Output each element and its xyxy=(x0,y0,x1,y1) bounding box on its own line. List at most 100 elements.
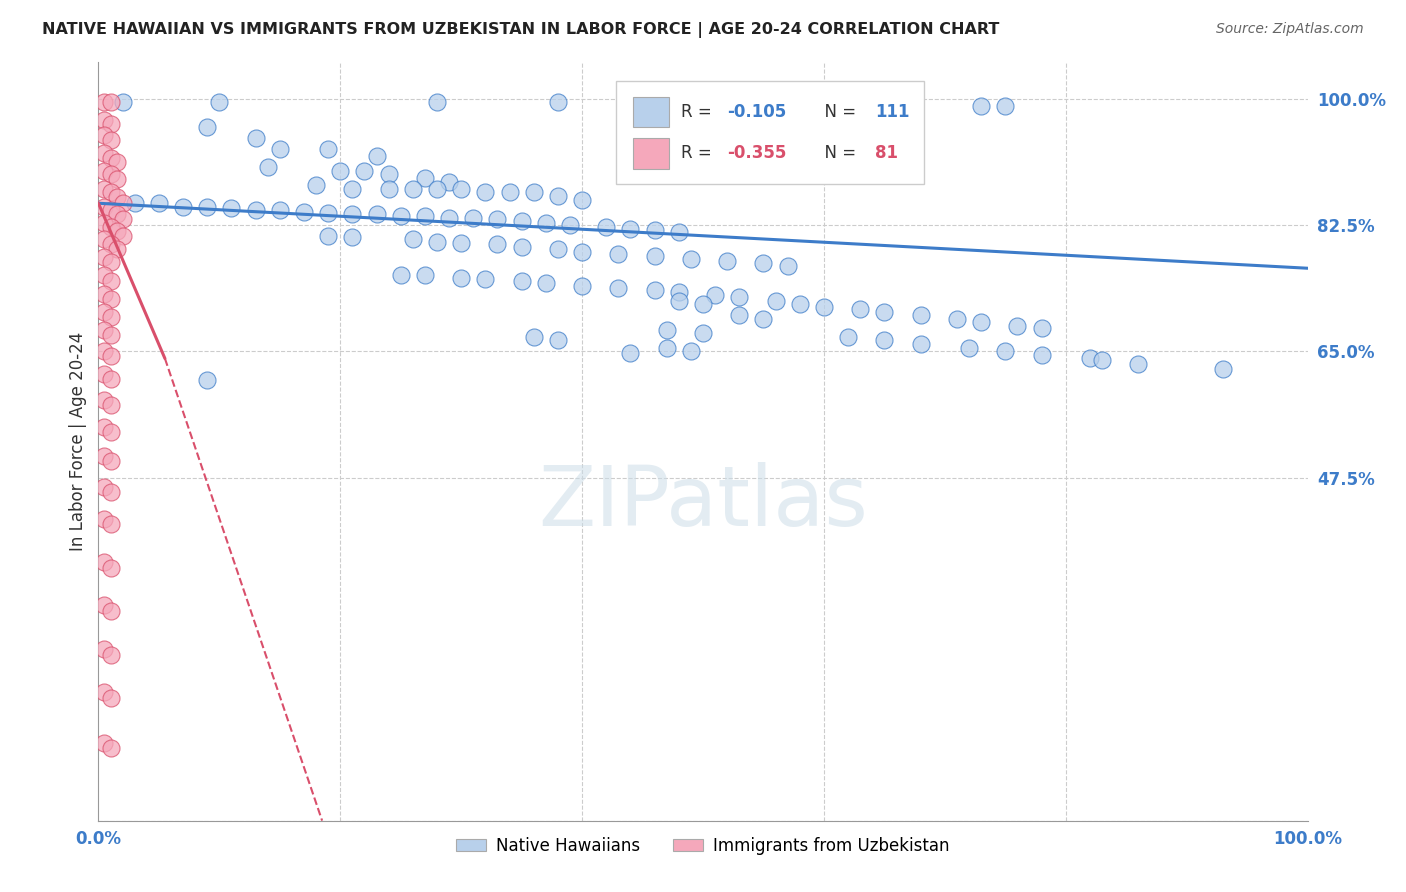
Point xyxy=(93,182,115,196)
Point xyxy=(245,203,267,218)
Point xyxy=(510,239,533,253)
FancyBboxPatch shape xyxy=(616,81,924,184)
Point xyxy=(474,272,496,286)
Point xyxy=(342,207,364,221)
Point xyxy=(377,182,399,196)
Point xyxy=(93,512,115,526)
Point xyxy=(1212,362,1234,376)
Point xyxy=(946,311,969,326)
Point xyxy=(93,200,115,214)
Point xyxy=(105,207,128,221)
Point xyxy=(547,242,569,256)
Point xyxy=(316,228,339,243)
Point xyxy=(172,200,194,214)
Point xyxy=(105,155,128,169)
Point xyxy=(353,163,375,178)
Point xyxy=(93,393,115,408)
Point xyxy=(716,254,738,268)
Point xyxy=(100,220,122,235)
Point xyxy=(547,189,569,203)
Point xyxy=(93,268,115,283)
Point xyxy=(100,485,122,500)
Point xyxy=(437,175,460,189)
Point xyxy=(849,302,872,317)
Point xyxy=(486,212,509,227)
Point xyxy=(994,99,1017,113)
Text: R =: R = xyxy=(682,103,717,120)
Point xyxy=(195,200,218,214)
FancyBboxPatch shape xyxy=(633,96,669,127)
Point xyxy=(644,249,666,263)
Text: ZIPatlas: ZIPatlas xyxy=(538,462,868,542)
Point xyxy=(93,420,115,434)
Point xyxy=(100,186,122,200)
Text: Source: ZipAtlas.com: Source: ZipAtlas.com xyxy=(1216,22,1364,37)
Point xyxy=(607,281,630,295)
Point xyxy=(413,171,436,186)
Point xyxy=(105,190,128,204)
Point xyxy=(510,273,533,287)
Point xyxy=(994,344,1017,359)
Point xyxy=(316,142,339,156)
Point xyxy=(558,218,581,232)
Point xyxy=(644,223,666,237)
Point xyxy=(305,178,328,193)
Point xyxy=(413,268,436,283)
Point xyxy=(245,131,267,145)
Point xyxy=(100,237,122,252)
Point xyxy=(93,368,115,382)
Point xyxy=(100,255,122,269)
Point xyxy=(111,195,134,210)
Point xyxy=(100,372,122,386)
Point xyxy=(704,288,727,302)
Point xyxy=(93,304,115,318)
Point xyxy=(970,99,993,113)
Point xyxy=(849,95,872,110)
Point xyxy=(450,235,472,250)
FancyBboxPatch shape xyxy=(633,138,669,169)
Point xyxy=(413,209,436,223)
Point xyxy=(100,425,122,439)
Point xyxy=(1031,348,1053,362)
Point xyxy=(100,133,122,147)
Point xyxy=(256,160,278,174)
Point xyxy=(377,167,399,181)
Point xyxy=(765,293,787,308)
Point xyxy=(100,273,122,287)
Point xyxy=(595,220,617,235)
Point xyxy=(402,232,425,246)
Point xyxy=(910,337,932,351)
Point xyxy=(957,341,980,355)
Legend: Native Hawaiians, Immigrants from Uzbekistan: Native Hawaiians, Immigrants from Uzbeki… xyxy=(450,830,956,862)
Point xyxy=(316,205,339,219)
Point xyxy=(195,373,218,387)
Point xyxy=(450,182,472,196)
Point xyxy=(195,120,218,135)
Point xyxy=(389,209,412,223)
Point xyxy=(547,334,569,348)
Point xyxy=(93,163,115,178)
Point xyxy=(93,480,115,494)
Point xyxy=(668,285,690,299)
Point xyxy=(437,211,460,225)
Point xyxy=(100,203,122,218)
Text: 81: 81 xyxy=(875,145,897,162)
Text: N =: N = xyxy=(814,103,862,120)
Point xyxy=(100,648,122,662)
Point xyxy=(269,203,291,218)
Point xyxy=(93,251,115,265)
Point xyxy=(93,685,115,699)
Point xyxy=(523,330,546,344)
Point xyxy=(728,290,751,304)
Point xyxy=(100,167,122,181)
Text: R =: R = xyxy=(682,145,717,162)
Point xyxy=(873,334,896,348)
Point xyxy=(93,232,115,246)
Point xyxy=(607,247,630,261)
Point xyxy=(100,741,122,756)
Point xyxy=(292,205,315,219)
Point xyxy=(105,172,128,186)
Point xyxy=(728,308,751,322)
Point xyxy=(329,163,352,178)
Point xyxy=(93,344,115,359)
